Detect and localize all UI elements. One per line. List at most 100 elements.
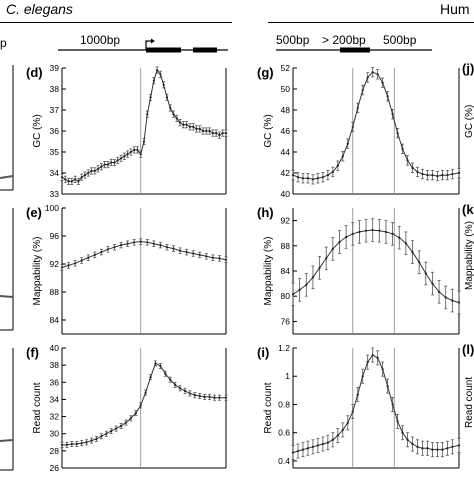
chart-panel-i: (i) Read count 0.4 0.6 0.8 1 1.2 xyxy=(255,340,463,479)
data-point-g xyxy=(356,106,359,109)
data-point-h xyxy=(364,229,368,232)
data-point-d xyxy=(156,69,159,72)
data-point-e xyxy=(93,253,96,256)
data-point-g xyxy=(316,177,319,180)
y-tick-label-f: 30 xyxy=(50,429,60,439)
data-point-d xyxy=(64,178,67,181)
data-point-h xyxy=(311,276,315,279)
celegans-exon-2 xyxy=(193,47,217,53)
y-tick-label-g: 44 xyxy=(281,147,291,157)
data-point-f xyxy=(95,437,98,440)
data-point-g xyxy=(291,174,295,177)
data-point-e xyxy=(100,251,103,254)
data-point-g xyxy=(391,113,394,116)
data-point-d xyxy=(208,129,211,133)
data-point-d xyxy=(195,127,198,130)
y-axis-label-h: Mappability (%) xyxy=(263,237,274,306)
data-point-e xyxy=(205,255,208,258)
data-point-f xyxy=(188,392,192,395)
data-point-h xyxy=(411,251,414,254)
data-point-g xyxy=(296,176,300,179)
data-point-i xyxy=(376,356,379,359)
data-point-h xyxy=(424,272,427,275)
data-point-f xyxy=(110,430,113,433)
data-point-h xyxy=(391,232,394,235)
data-point-d xyxy=(172,113,175,116)
data-point-d xyxy=(116,159,119,162)
series-line-h xyxy=(292,229,460,303)
data-point-g xyxy=(306,177,310,180)
data-point-f xyxy=(183,389,187,392)
human-title: Hum xyxy=(440,1,470,17)
data-point-h xyxy=(457,301,461,304)
data-point-g xyxy=(331,170,334,174)
data-point-f xyxy=(105,432,108,435)
data-point-g xyxy=(381,81,384,84)
data-point-g xyxy=(457,171,461,175)
y-tick-label-i: 1.2 xyxy=(278,343,290,353)
data-point-i xyxy=(406,438,409,441)
data-point-f xyxy=(154,362,157,365)
data-point-i xyxy=(451,445,454,448)
data-point-f xyxy=(159,364,162,368)
panel-label-l: (l) xyxy=(462,342,474,357)
panel-j-ylabel: GC (%) xyxy=(464,104,474,138)
data-point-g xyxy=(301,177,305,180)
data-point-f xyxy=(178,387,182,390)
y-axis-label-i: Read count xyxy=(263,382,274,433)
y-tick-label-h: 88 xyxy=(281,241,291,251)
data-point-i xyxy=(321,442,324,446)
data-point-g xyxy=(451,172,454,176)
chart-svg-f: (f) Read count 26 28 30 32 34 36 38 40 xyxy=(26,343,228,473)
data-point-i xyxy=(291,451,295,454)
data-point-d xyxy=(77,180,80,183)
data-point-d xyxy=(139,153,142,156)
data-point-g xyxy=(351,125,354,128)
data-point-i xyxy=(446,447,449,450)
data-point-d xyxy=(192,125,195,128)
data-point-g xyxy=(436,175,439,178)
data-point-i xyxy=(426,447,429,450)
data-point-i xyxy=(391,403,394,406)
data-point-h xyxy=(305,283,308,286)
data-point-h xyxy=(378,229,381,232)
data-point-i xyxy=(311,445,315,448)
data-point-g xyxy=(361,88,364,92)
data-point-i xyxy=(401,431,404,434)
data-point-d xyxy=(126,153,129,156)
data-point-d xyxy=(152,79,155,82)
data-point-e xyxy=(198,253,201,256)
data-point-i xyxy=(351,410,354,413)
data-point-h xyxy=(437,290,441,293)
data-point-f xyxy=(203,395,206,398)
left-cut-curve-top xyxy=(0,175,14,179)
y-tick-label-f: 36 xyxy=(50,377,60,387)
panel-label-k: (k xyxy=(462,202,474,217)
left-cut-window-label: p xyxy=(0,36,7,50)
data-point-g xyxy=(416,170,419,174)
data-point-d xyxy=(159,73,162,76)
data-point-d xyxy=(103,163,106,166)
y-axis-label-d: GC (%) xyxy=(32,114,43,147)
data-point-h xyxy=(331,247,334,251)
region-diagrams xyxy=(58,38,432,53)
data-point-f xyxy=(119,424,123,428)
human-title-rule xyxy=(268,22,474,23)
data-point-g xyxy=(426,174,429,177)
y-tick-label-h: 92 xyxy=(281,216,291,226)
panel-label-d: (d) xyxy=(26,65,43,80)
data-point-d xyxy=(96,167,100,170)
data-point-f xyxy=(70,442,73,446)
data-point-g xyxy=(411,166,414,169)
data-point-h xyxy=(418,261,421,264)
panel-l-ylabel: Read count xyxy=(464,376,474,428)
data-point-e xyxy=(165,246,169,249)
data-point-h xyxy=(444,296,447,299)
data-point-f xyxy=(85,441,88,444)
data-point-g xyxy=(441,174,444,177)
panel-k-ylabel: Mappability (%) xyxy=(464,221,474,290)
series-line-f xyxy=(62,362,226,446)
data-point-e xyxy=(218,257,221,260)
panel-label-g: (g) xyxy=(257,65,274,80)
data-point-g xyxy=(431,174,434,177)
